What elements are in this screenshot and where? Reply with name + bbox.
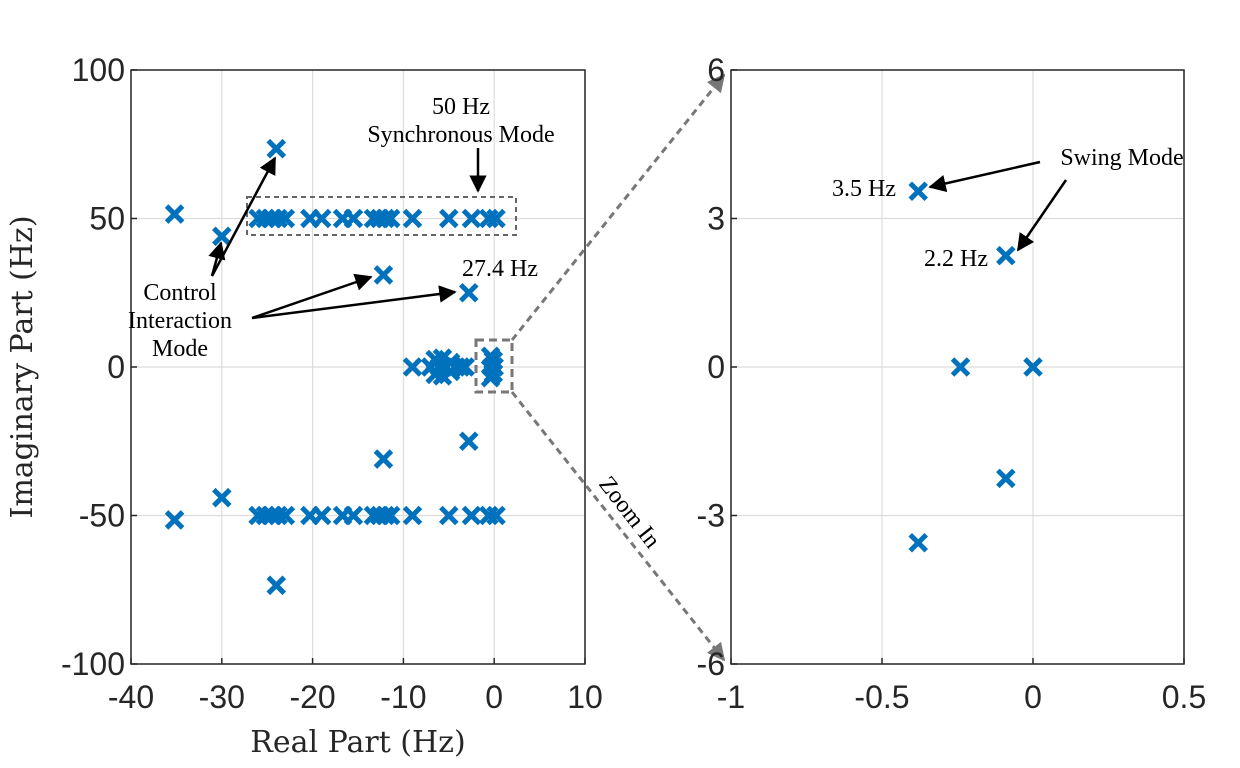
pole-marker (461, 505, 482, 526)
y-tick-label: -100 (61, 646, 125, 682)
y-tick-label: -3 (697, 498, 725, 534)
pole-marker (950, 357, 971, 377)
pole-marker (996, 468, 1016, 489)
right-points (908, 181, 1043, 553)
left-x-axis-label: Real Part (Hz) (250, 725, 465, 760)
y-tick-label: 3 (707, 201, 725, 237)
zoom-connector-bottom (510, 391, 726, 662)
pole-marker (439, 505, 459, 526)
x-tick-label: -1 (717, 679, 745, 715)
pole-marker (996, 245, 1016, 266)
zoom-connector-top (510, 73, 726, 341)
y-tick-label: -50 (79, 498, 125, 534)
pole-marker (450, 357, 471, 377)
pole-marker (275, 208, 296, 229)
y-tick-label: 0 (107, 349, 125, 385)
pole-marker (402, 357, 423, 377)
right-plot-frame (730, 69, 1185, 665)
sync-mode-label-line1: 50 Hz (432, 94, 490, 120)
pole-marker (402, 208, 423, 229)
pole-marker (311, 208, 332, 229)
x-tick-label: -20 (289, 679, 335, 715)
pole-marker (275, 505, 296, 526)
pole-marker (908, 181, 929, 202)
zoom-region-box (474, 338, 514, 394)
sync-mode-box (246, 196, 517, 236)
swing-mode-arrow-2-2 (1016, 179, 1068, 252)
freq-27-label: 27.4 Hz (462, 256, 538, 282)
pole-marker (373, 449, 394, 469)
pole-marker (402, 505, 423, 526)
pole-marker (484, 357, 504, 377)
zoom-in-label: Zoom In (593, 472, 665, 554)
freq-2-2-label: 2.2 Hz (924, 246, 988, 272)
right-x-tick-labels: -1 -0.5 0 0.5 (717, 679, 1206, 715)
pole-marker (164, 510, 185, 530)
pole-marker (459, 282, 479, 303)
x-tick-label: 10 (567, 679, 603, 715)
left-grid (130, 69, 586, 665)
left-y-axis-label: Imaginary Part (Hz) (5, 215, 40, 518)
control-mode-arrow-44hz (208, 241, 226, 277)
pole-marker (311, 505, 332, 526)
control-mode-label-line1: Control (143, 280, 217, 306)
pole-marker (459, 431, 479, 452)
y-tick-label: 0 (707, 349, 725, 385)
pole-marker (380, 208, 401, 229)
pole-marker (461, 208, 482, 229)
pole-marker (486, 208, 506, 229)
control-mode-label-line3: Mode (152, 336, 208, 362)
pole-marker (908, 532, 929, 553)
y-tick-label: 6 (707, 52, 725, 88)
pole-marker (1023, 357, 1043, 377)
pole-marker (375, 208, 396, 229)
swing-mode-arrow-3-5 (928, 160, 1041, 193)
right-y-tick-labels: 6 3 0 -3 -6 (697, 52, 725, 682)
x-tick-label: 0 (1024, 679, 1042, 715)
x-tick-label: 0 (485, 679, 503, 715)
pole-marker (266, 138, 287, 159)
control-mode-arrow-25hz (251, 285, 457, 320)
left-plot-frame (130, 69, 586, 665)
x-tick-label: -30 (199, 679, 245, 715)
pole-marker (266, 575, 287, 596)
pole-marker (212, 487, 232, 508)
pole-marker (455, 357, 475, 377)
freq-3-5-label: 3.5 Hz (832, 176, 896, 202)
pole-marker (164, 204, 185, 224)
control-mode-arrow-31hz (251, 273, 373, 320)
left-x-tick-labels: -40 -30 -20 -10 0 10 (108, 679, 603, 715)
left-points (164, 138, 506, 596)
left-y-tick-labels: 100 50 0 -50 -100 (61, 52, 125, 682)
pole-marker (439, 208, 459, 229)
pole-marker (380, 505, 401, 526)
y-tick-label: 50 (89, 201, 125, 237)
x-tick-label: -10 (380, 679, 426, 715)
y-tick-label: -6 (697, 646, 725, 682)
x-tick-label: -40 (108, 679, 154, 715)
pole-marker (375, 505, 396, 526)
sync-mode-label-line2: Synchronous Mode (367, 122, 554, 148)
swing-mode-label: Swing Mode (1060, 145, 1183, 171)
x-tick-label: 0.5 (1162, 679, 1206, 715)
pole-marker (486, 505, 506, 526)
right-panel: -1 -0.5 0 0.5 6 3 0 -3 -6 3.5 Hz 2.2 Hz Swing M… (697, 52, 1207, 715)
control-mode-label-line2: Interaction (128, 308, 232, 334)
pole-marker (343, 505, 364, 526)
pole-marker (373, 265, 394, 285)
x-tick-label: -0.5 (854, 679, 909, 715)
pole-marker (343, 208, 364, 229)
y-tick-label: 100 (72, 52, 125, 88)
